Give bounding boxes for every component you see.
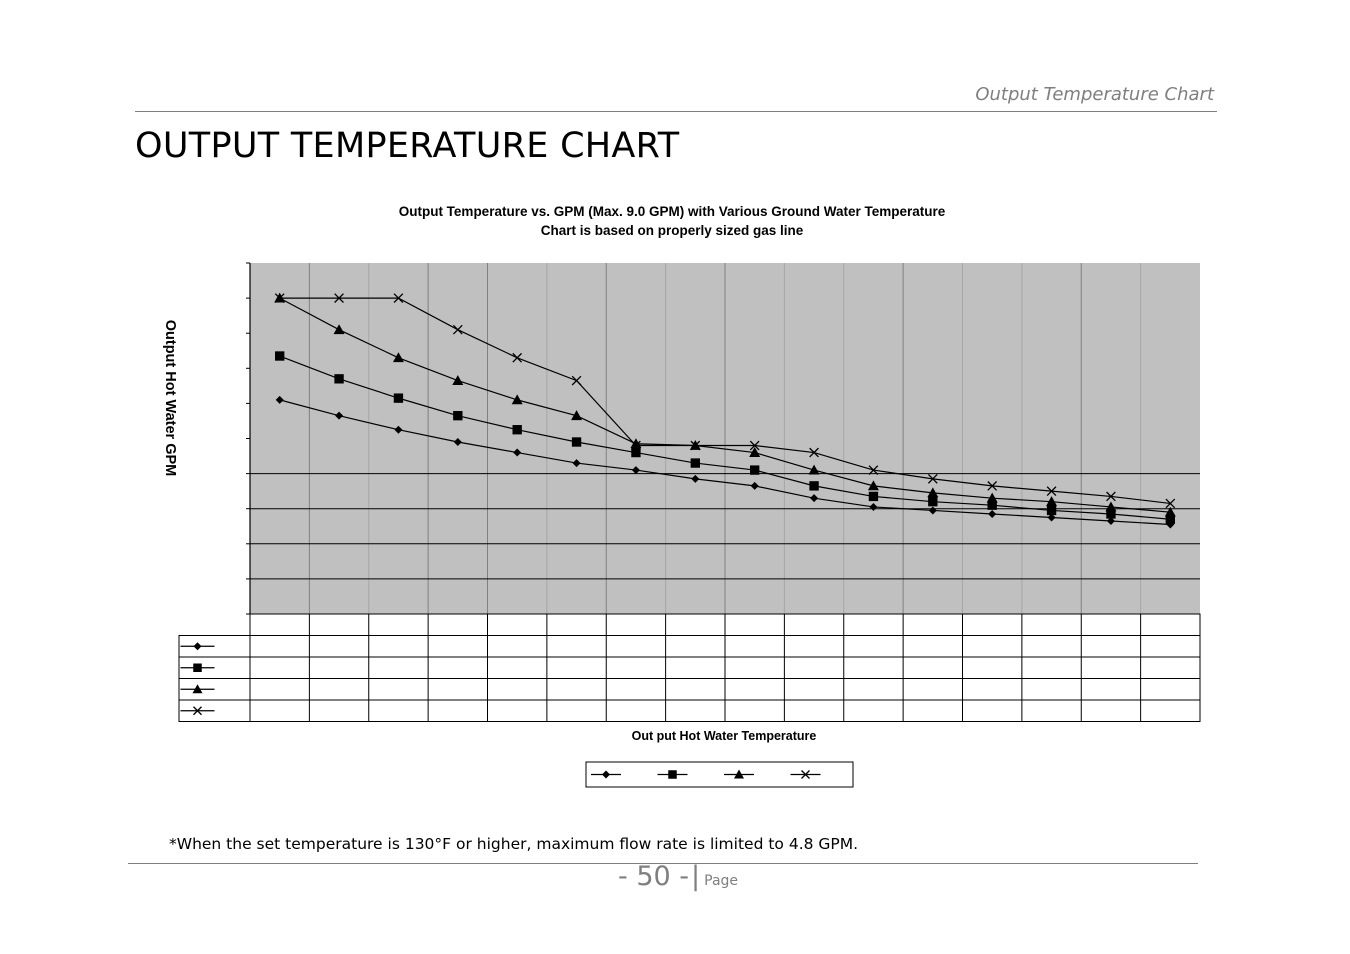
data-point bbox=[809, 447, 819, 458]
data-point bbox=[809, 481, 819, 491]
data-point bbox=[571, 437, 582, 447]
data-point bbox=[867, 480, 879, 491]
data-point bbox=[1105, 501, 1117, 512]
legend-key bbox=[734, 769, 744, 779]
running-header: Output Temperature Chart bbox=[975, 84, 1214, 105]
data-point bbox=[1046, 496, 1058, 507]
data-point bbox=[631, 440, 641, 451]
table-legend-key bbox=[193, 642, 202, 651]
data-point bbox=[986, 492, 998, 503]
y-axis-label: Output Hot Water GPM bbox=[162, 320, 178, 477]
data-point bbox=[333, 324, 345, 335]
data-point bbox=[750, 481, 759, 490]
chart-subtitle: Chart is based on properly sized gas lin… bbox=[541, 223, 804, 238]
page-word: Page bbox=[704, 873, 739, 889]
table-legend-key bbox=[192, 684, 203, 694]
data-point bbox=[453, 438, 462, 447]
data-point bbox=[810, 494, 819, 503]
data-point bbox=[571, 410, 583, 421]
data-point bbox=[928, 506, 937, 515]
page-number-value: - 50 - bbox=[618, 861, 690, 892]
data-point bbox=[393, 293, 404, 303]
data-point bbox=[1046, 486, 1057, 497]
data-point bbox=[275, 395, 284, 404]
data-point bbox=[1106, 516, 1115, 525]
data-point bbox=[572, 459, 581, 468]
data-point bbox=[1106, 491, 1116, 502]
data-point bbox=[1165, 514, 1175, 524]
data-point bbox=[453, 411, 463, 421]
data-point bbox=[393, 393, 404, 403]
series-line-4 bbox=[279, 297, 1171, 505]
data-point bbox=[749, 440, 760, 451]
data-point bbox=[927, 474, 938, 484]
data-point bbox=[335, 411, 344, 420]
table-legend-key bbox=[193, 706, 202, 716]
data-point bbox=[988, 509, 997, 518]
data-point bbox=[690, 440, 701, 451]
series-line-3 bbox=[279, 297, 1171, 513]
data-point bbox=[274, 293, 285, 303]
data-point bbox=[1046, 505, 1057, 516]
data-point bbox=[452, 375, 464, 385]
data-point bbox=[631, 466, 640, 475]
data-point bbox=[452, 324, 463, 335]
table-legend-key bbox=[193, 663, 202, 672]
chart-title: Output Temperature vs. GPM (Max. 9.0 GPM… bbox=[399, 204, 946, 219]
data-point bbox=[571, 375, 582, 386]
data-point bbox=[869, 502, 878, 511]
page-title: OUTPUT TEMPERATURE CHART bbox=[135, 126, 680, 166]
data-point bbox=[808, 464, 820, 475]
series-line-2 bbox=[279, 355, 1171, 520]
data-point bbox=[512, 352, 523, 363]
data-point bbox=[1106, 509, 1116, 519]
page-number-separator: | bbox=[691, 861, 701, 892]
data-point bbox=[927, 487, 939, 498]
data-point bbox=[1047, 513, 1056, 522]
data-point bbox=[928, 497, 938, 507]
legend-key bbox=[801, 770, 810, 779]
footnote: *When the set temperature is 130°F or hi… bbox=[169, 835, 859, 853]
footer-rule bbox=[128, 863, 1198, 864]
data-point bbox=[512, 425, 522, 435]
data-point bbox=[392, 352, 404, 363]
data-point bbox=[690, 458, 700, 468]
x-axis-label: Out put Hot Water Temperature bbox=[632, 729, 817, 743]
data-point bbox=[1164, 506, 1176, 517]
data-point bbox=[334, 293, 344, 303]
data-point bbox=[334, 374, 344, 384]
data-point bbox=[631, 447, 641, 458]
data-point bbox=[749, 447, 761, 457]
data-point bbox=[511, 394, 523, 405]
data-point bbox=[1165, 498, 1176, 509]
data-point bbox=[275, 351, 285, 361]
header-rule bbox=[135, 111, 1217, 112]
legend-key bbox=[668, 770, 677, 779]
data-point bbox=[691, 474, 700, 483]
data-point bbox=[394, 425, 403, 434]
series-line-1 bbox=[279, 399, 1171, 526]
data-point bbox=[987, 481, 998, 491]
data-point bbox=[513, 448, 522, 457]
data-point bbox=[987, 500, 997, 510]
page-number: - 50 -| Page bbox=[618, 861, 738, 892]
data-point bbox=[868, 465, 879, 475]
data-point bbox=[750, 465, 760, 475]
data-point bbox=[868, 491, 879, 502]
legend-key bbox=[602, 770, 610, 779]
